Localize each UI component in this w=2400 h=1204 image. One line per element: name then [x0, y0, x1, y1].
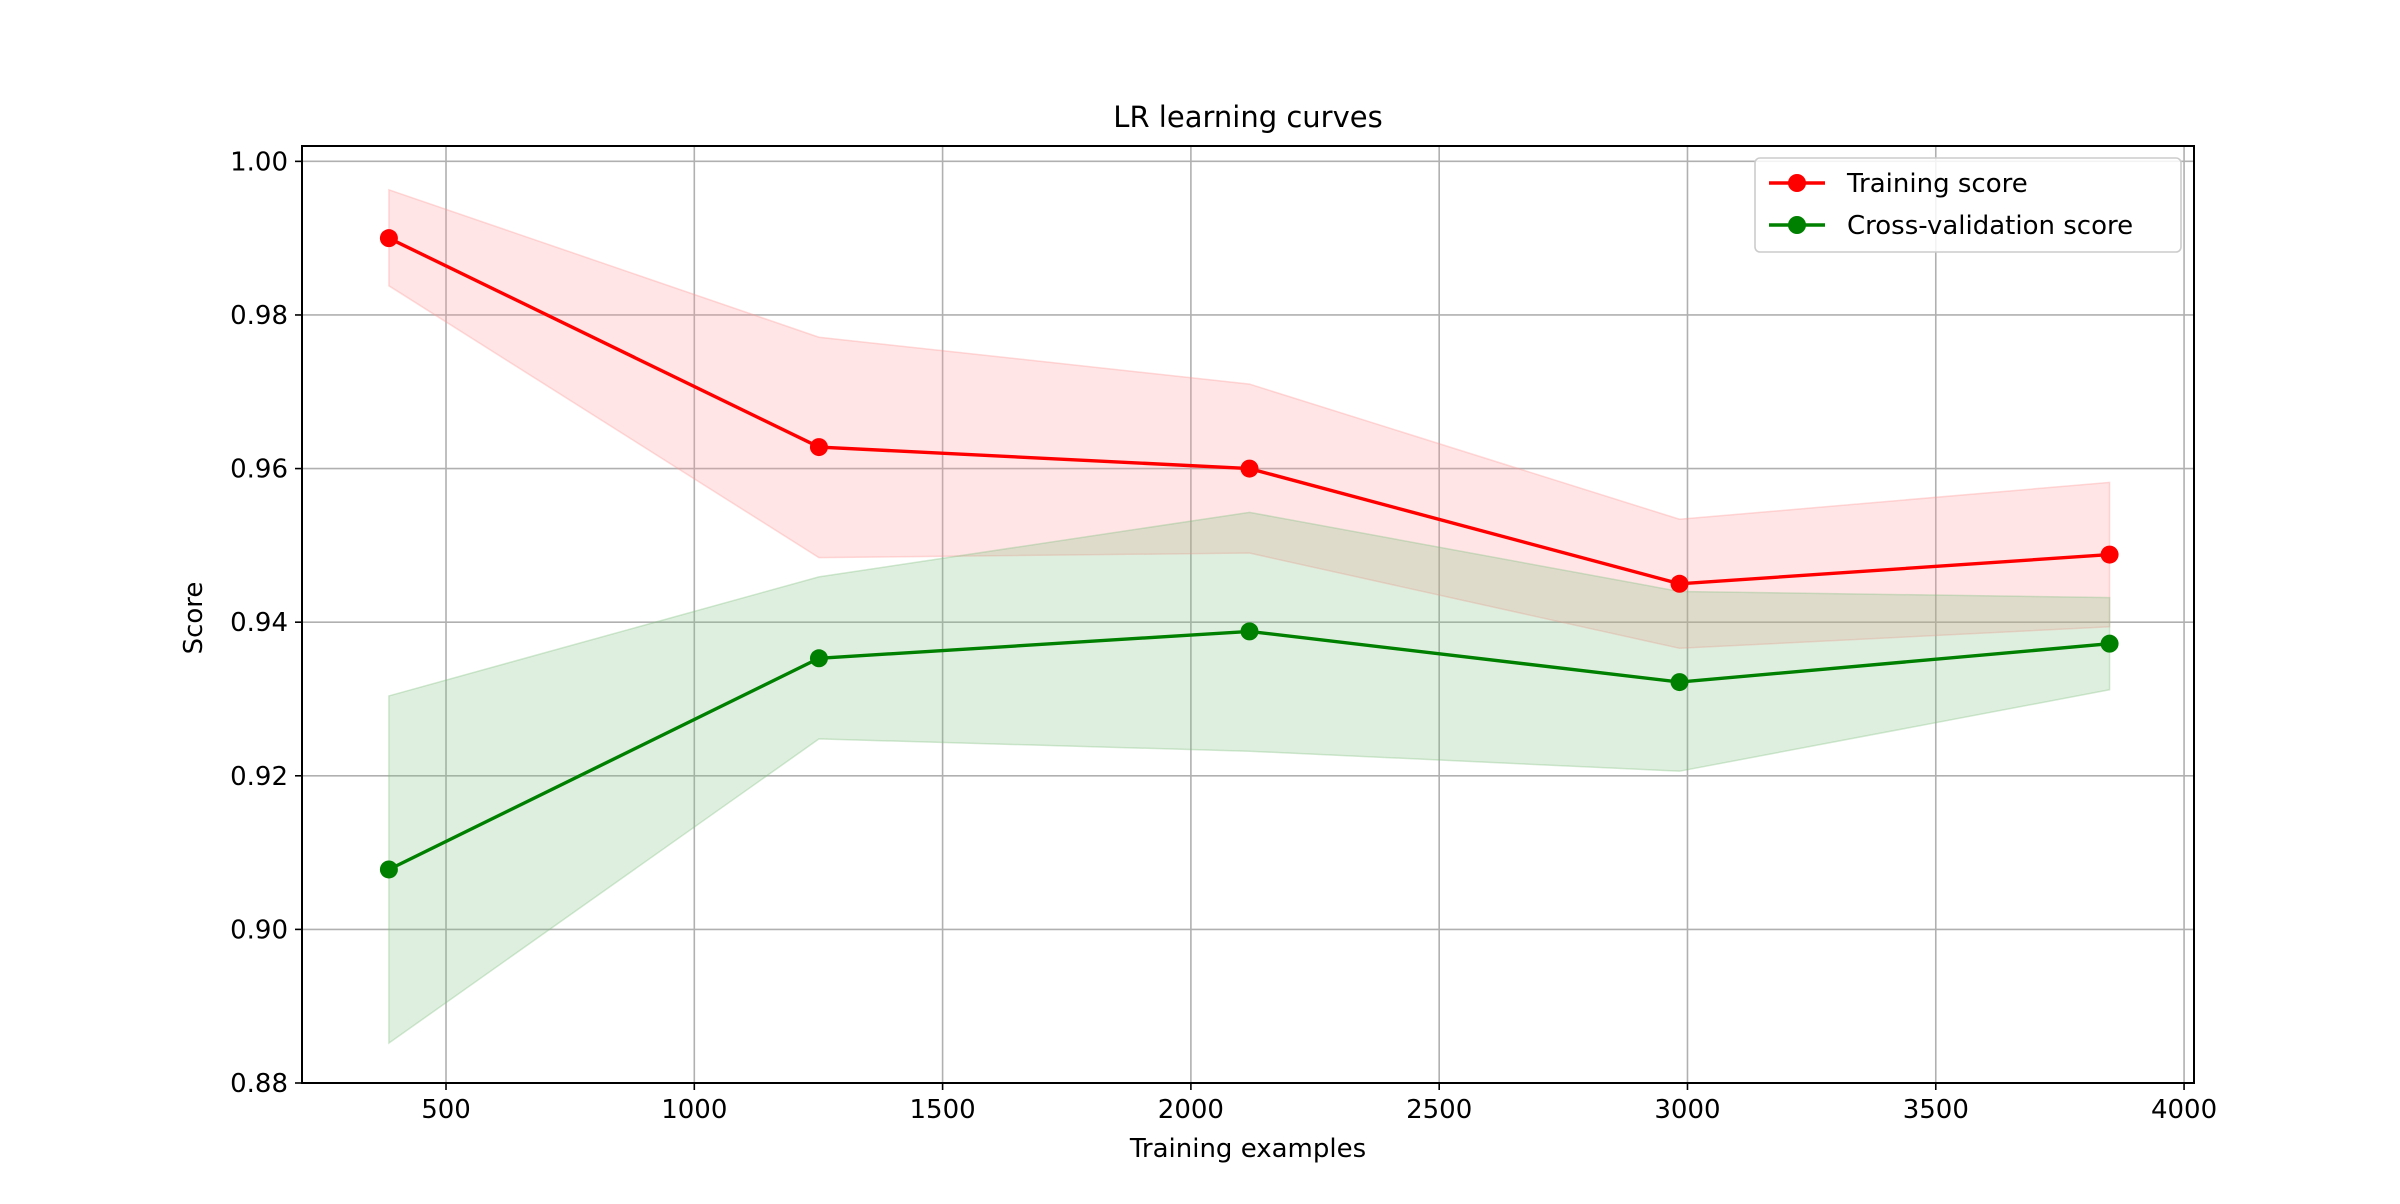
x-tick-label: 1500 — [910, 1095, 976, 1125]
y-axis-label: Score — [179, 582, 209, 655]
cross-validation-score-point — [809, 649, 828, 668]
cross-validation-score-legend-marker — [1788, 216, 1806, 234]
y-tick-label: 0.88 — [230, 1069, 288, 1099]
y-tick-label: 0.92 — [230, 762, 288, 792]
x-tick-label: 2000 — [1158, 1095, 1224, 1125]
training-score-point — [1670, 574, 1689, 593]
cross-validation-score-band — [388, 511, 2111, 1045]
y-tick-label: 0.90 — [230, 915, 288, 945]
x-tick-label: 3000 — [1654, 1095, 1720, 1125]
x-tick-label: 4000 — [2151, 1095, 2217, 1125]
confidence-bands — [388, 188, 2111, 1045]
plot-frame — [301, 145, 2195, 1084]
cross-validation-score-point — [1240, 622, 1259, 641]
training-score-band — [388, 188, 2111, 650]
training-score-point — [379, 229, 398, 248]
x-tick-label: 1000 — [661, 1095, 727, 1125]
y-tick-label: 0.94 — [230, 608, 288, 638]
series-lines — [379, 229, 2119, 879]
training-score-point — [809, 438, 828, 457]
x-axis-label: Training examples — [1129, 1134, 1366, 1164]
axis-ticks: 500 1000 1500 2000 2500 3000 3500 4000 0.88 0.90 0… — [230, 147, 2217, 1125]
training-score-point — [1240, 459, 1259, 478]
legend: Training score Cross-validation score — [1754, 157, 2182, 253]
training-score-legend-label: Training score — [1846, 169, 2028, 199]
cross-validation-score-point — [2100, 634, 2119, 653]
chart-title: LR learning curves — [1113, 100, 1382, 134]
x-tick-label: 500 — [421, 1095, 471, 1125]
cross-validation-score-point — [379, 860, 398, 879]
y-tick-label: 0.96 — [230, 455, 288, 485]
x-tick-label: 3500 — [1903, 1095, 1969, 1125]
cross-validation-score-point — [1670, 673, 1689, 692]
training-score-point — [2100, 545, 2119, 564]
y-tick-label: 1.00 — [230, 147, 288, 177]
cross-validation-score-legend-label: Cross-validation score — [1847, 211, 2133, 241]
training-score-legend-marker — [1788, 174, 1806, 192]
legend-box — [1754, 157, 2182, 253]
x-tick-label: 2500 — [1406, 1095, 1472, 1125]
y-tick-label: 0.98 — [230, 301, 288, 331]
